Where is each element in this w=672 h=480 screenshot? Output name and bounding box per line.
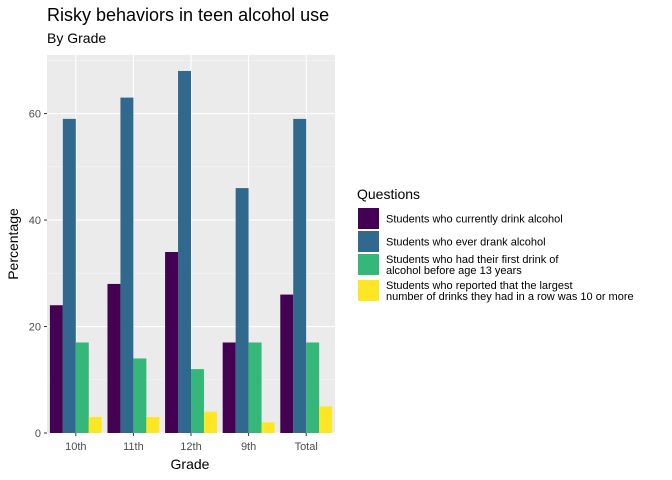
bars: [49, 70, 333, 433]
y-tick-label: 40: [29, 215, 41, 227]
bar: [88, 417, 102, 433]
bar: [306, 342, 320, 433]
legend: Questions Students who currently drink a…: [357, 186, 634, 303]
legend-key: [358, 208, 379, 229]
bar: [293, 118, 307, 433]
x-axis-title: Grade: [171, 456, 210, 472]
legend-label: Students who currently drink alcohol: [386, 214, 563, 226]
y-tick-label: 60: [29, 109, 41, 121]
bar: [319, 406, 333, 433]
chart-subtitle: By Grade: [47, 30, 106, 46]
bar: [120, 97, 134, 433]
bar: [235, 188, 249, 433]
legend-label: Students who ever drank alcohol: [386, 237, 546, 249]
legend-key: [358, 280, 379, 301]
y-axis-title: Percentage: [5, 208, 21, 280]
chart-title: Risky behaviors in teen alcohol use: [47, 5, 329, 25]
legend-label: Students who reported that the largest nu…: [386, 280, 634, 303]
legend-key: [358, 231, 379, 252]
bar: [165, 251, 179, 433]
bar: [62, 118, 76, 433]
bar: [49, 305, 63, 433]
x-axis: 10th 11th 12th 9th Total: [65, 433, 318, 453]
bar: [191, 369, 204, 433]
bar: [146, 417, 160, 433]
legend-label: Students who had their first drink of alc…: [386, 254, 559, 277]
x-tick-label: Total: [295, 441, 318, 453]
bar: [222, 342, 236, 433]
legend-title: Questions: [357, 186, 420, 202]
bar: [203, 411, 217, 433]
bar: [280, 294, 294, 433]
x-tick-label: 10th: [65, 441, 86, 453]
y-axis: 0 20 40 60: [29, 109, 47, 440]
bar: [75, 342, 89, 433]
legend-key: [358, 254, 379, 275]
bar: [178, 70, 191, 433]
bar: [261, 422, 275, 433]
bar: [248, 342, 262, 433]
x-tick-label: 9th: [241, 441, 256, 453]
bar: [107, 283, 121, 433]
bar: [133, 358, 147, 433]
y-tick-label: 20: [29, 322, 41, 334]
y-tick-label: 0: [35, 428, 41, 440]
x-tick-label: 12th: [180, 441, 201, 453]
x-tick-label: 11th: [123, 441, 144, 453]
